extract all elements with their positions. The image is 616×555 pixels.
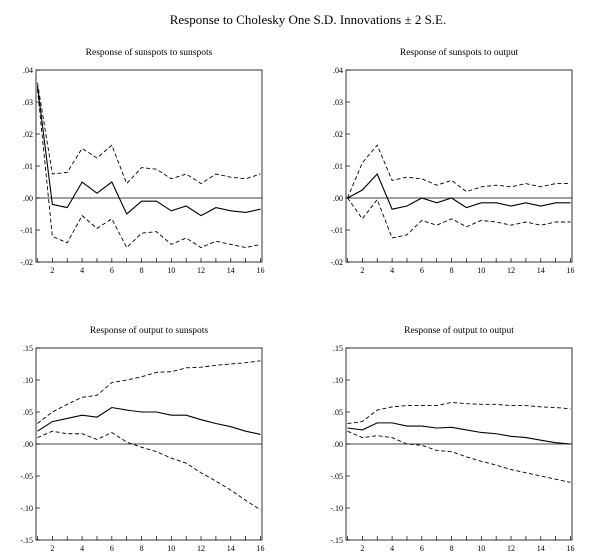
lower-band-line xyxy=(347,197,571,239)
y-tick-label: .15 xyxy=(333,344,343,353)
y-tick-label: .00 xyxy=(23,440,33,449)
y-tick-label: -.01 xyxy=(330,226,343,235)
y-tick-label: -.05 xyxy=(20,472,33,481)
panel-title: Response of sunspots to output xyxy=(400,47,519,58)
lower-band-line xyxy=(37,89,261,249)
upper-band-line xyxy=(347,144,571,199)
x-tick-label: 16 xyxy=(257,544,265,553)
x-tick-label: 8 xyxy=(140,266,144,275)
upper-band-line xyxy=(37,82,261,185)
x-tick-label: 10 xyxy=(167,544,175,553)
y-tick-label: -.02 xyxy=(20,258,33,267)
x-tick-label: 8 xyxy=(140,544,144,553)
x-tick-label: 4 xyxy=(390,266,394,275)
upper-band-line xyxy=(37,360,261,424)
panel-3: Response of output to sunspots .15 .10 .05.… xyxy=(20,325,264,553)
y-tick-label: .15 xyxy=(23,344,33,353)
y-tick-label: .03 xyxy=(23,98,33,107)
y-tick-label: .04 xyxy=(333,66,343,75)
x-tick-label: 14 xyxy=(537,266,545,275)
y-tick-label: .00 xyxy=(333,194,343,203)
y-tick-label: .05 xyxy=(23,408,33,417)
upper-band-line xyxy=(347,401,571,424)
y-tick-label: .02 xyxy=(333,130,343,139)
y-tick-label: -.15 xyxy=(330,536,343,545)
response-line xyxy=(36,85,261,217)
y-tick-label: -.10 xyxy=(20,504,33,513)
x-tick-label: 12 xyxy=(507,544,515,553)
x-tick-label: 4 xyxy=(390,544,394,553)
plot-frame xyxy=(35,69,263,263)
x-tick-label: 8 xyxy=(450,266,454,275)
x-tick-label: 12 xyxy=(197,266,205,275)
x-tick-label: 6 xyxy=(420,544,424,553)
y-tick-label: -.02 xyxy=(330,258,343,267)
lower-band-line xyxy=(347,430,571,483)
x-tick-label: 2 xyxy=(360,544,364,553)
x-tick-label: 6 xyxy=(110,544,114,553)
y-tick-label: .03 xyxy=(333,98,343,107)
y-tick-label: .04 xyxy=(23,66,33,75)
x-tick-label: 16 xyxy=(567,266,575,275)
y-tick-label: .05 xyxy=(333,408,343,417)
response-line xyxy=(37,406,261,435)
x-tick-label: 16 xyxy=(567,544,575,553)
y-tick-label: .02 xyxy=(23,130,33,139)
x-tick-label: 6 xyxy=(110,266,114,275)
x-tick-label: 12 xyxy=(197,544,205,553)
y-tick-label: -.15 xyxy=(20,536,33,545)
y-tick-label: .10 xyxy=(333,376,343,385)
x-tick-label: 16 xyxy=(257,266,265,275)
x-tick-label: 4 xyxy=(80,544,84,553)
y-tick-label: .10 xyxy=(23,376,33,385)
y-tick-label: .00 xyxy=(333,440,343,449)
panel-2: Response of sunspots to output .04 .03 .02.… xyxy=(330,47,574,275)
plot-frame xyxy=(345,69,573,263)
y-tick-label: .01 xyxy=(333,162,343,171)
panel-title: Response of output to sunspots xyxy=(90,325,209,336)
x-tick-label: 6 xyxy=(420,266,424,275)
x-tick-label: 14 xyxy=(537,544,545,553)
x-tick-label: 12 xyxy=(507,266,515,275)
panel-1: Response of sunspots to sunspots .04 .03 .0… xyxy=(20,47,264,275)
y-tick-label: -.01 xyxy=(20,226,33,235)
x-tick-label: 2 xyxy=(50,266,54,275)
x-tick-label: 10 xyxy=(167,266,175,275)
x-tick-label: 2 xyxy=(50,544,54,553)
lower-band-line xyxy=(37,430,261,511)
x-tick-label: 8 xyxy=(450,544,454,553)
x-tick-label: 2 xyxy=(360,266,364,275)
panel-title: Response of sunspots to sunspots xyxy=(86,47,213,58)
response-line xyxy=(347,173,571,210)
x-tick-label: 10 xyxy=(477,544,485,553)
y-tick-label: -.05 xyxy=(330,472,343,481)
x-tick-label: 14 xyxy=(227,544,235,553)
main-title: Response to Cholesky One S.D. Innovation… xyxy=(169,12,447,27)
panel-title: Response of output to output xyxy=(404,325,514,336)
y-tick-label: .01 xyxy=(23,162,33,171)
response-line xyxy=(347,422,571,445)
x-tick-label: 4 xyxy=(80,266,84,275)
x-tick-label: 10 xyxy=(477,266,485,275)
y-tick-label: .00 xyxy=(23,194,33,203)
x-tick-label: 14 xyxy=(227,266,235,275)
panel-4: Response of output to output .15 .10 .05 .00… xyxy=(330,325,574,553)
y-tick-label: -.10 xyxy=(330,504,343,513)
